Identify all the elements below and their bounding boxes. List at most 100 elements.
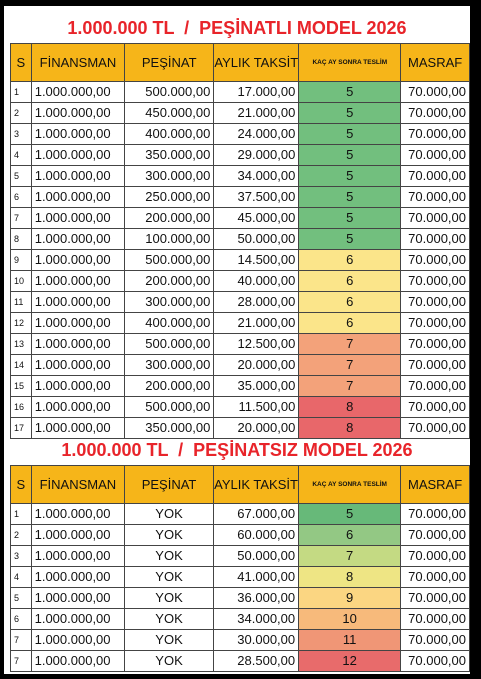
- aylik-taksit-cell: 36.000,00: [212, 587, 300, 609]
- row-number: 16: [10, 396, 32, 418]
- row-number: 4: [10, 566, 32, 588]
- finansman-cell: 1.000.000,00: [30, 650, 126, 672]
- aylik-taksit-cell: 24.000,00: [213, 123, 300, 145]
- aylik-taksit-cell: 50.000,00: [212, 545, 300, 567]
- row-number: 15: [10, 375, 32, 397]
- table-row: 14 1.000.000,00 300.000,00 20.000,00 7 70.000…: [10, 354, 470, 376]
- aylik-taksit-cell: 40.000,00: [213, 270, 300, 292]
- row-number: 11: [10, 291, 32, 313]
- finansman-cell: 1.000.000,00: [30, 186, 126, 208]
- masraf-cell: 70.000,00: [400, 417, 470, 439]
- masraf-cell: 70.000,00: [400, 270, 470, 292]
- kac-ay-cell: 5: [298, 228, 402, 250]
- finansman-cell: 1.000.000,00: [30, 144, 126, 166]
- row-number: 14: [10, 354, 32, 376]
- pesinat-cell: 300.000,00: [124, 291, 215, 313]
- row-number: 13: [10, 333, 32, 355]
- header-aylik-taksit: AYLIK TAKSİT: [212, 465, 300, 504]
- pesinat-cell: YOK: [124, 545, 214, 567]
- aylik-taksit-cell: 14.500,00: [213, 249, 300, 271]
- kac-ay-cell: 5: [298, 144, 402, 166]
- kac-ay-cell: 5: [298, 123, 402, 145]
- kac-ay-cell: 7: [298, 333, 402, 355]
- row-number: 7: [10, 629, 32, 651]
- row-number: 5: [10, 587, 32, 609]
- finansman-cell: 1.000.000,00: [30, 102, 126, 124]
- header-finansman: FİNANSMAN: [30, 465, 126, 504]
- masraf-cell: 70.000,00: [400, 123, 470, 145]
- section1-title: 1.000.000 TL / PEŞİNATLI MODEL 2026: [67, 18, 407, 38]
- kac-ay-cell: 6: [298, 524, 402, 546]
- row-number: 7: [10, 207, 32, 229]
- pesinat-cell: YOK: [124, 608, 214, 630]
- finansman-cell: 1.000.000,00: [30, 270, 126, 292]
- kac-ay-cell: 10: [298, 608, 402, 630]
- masraf-cell: 70.000,00: [400, 291, 470, 313]
- masraf-cell: 70.000,00: [400, 333, 470, 355]
- row-number: 1: [10, 81, 32, 103]
- aylik-taksit-cell: 35.000,00: [213, 375, 300, 397]
- table-row: 6 1.000.000,00 250.000,00 37.500,00 5 70.000,…: [10, 186, 470, 208]
- kac-ay-cell: 5: [298, 207, 402, 229]
- row-number: 4: [10, 144, 32, 166]
- pesinatsiz-table: S FİNANSMAN PEŞİNAT AYLIK TAKSİT KAÇ AY …: [10, 465, 470, 672]
- kac-ay-cell: 5: [298, 81, 402, 103]
- kac-ay-cell: 9: [298, 587, 402, 609]
- row-number: 7: [10, 650, 32, 672]
- masraf-cell: 70.000,00: [400, 545, 470, 567]
- table-row: 15 1.000.000,00 200.000,00 35.000,00 7 70.000…: [10, 375, 470, 397]
- pesinat-cell: YOK: [124, 503, 214, 525]
- header-s: S: [10, 465, 32, 504]
- pesinat-cell: YOK: [124, 650, 214, 672]
- finansman-cell: 1.000.000,00: [30, 396, 126, 418]
- finansman-cell: 1.000.000,00: [30, 587, 126, 609]
- pesinat-cell: 200.000,00: [124, 375, 215, 397]
- row-number: 6: [10, 608, 32, 630]
- masraf-cell: 70.000,00: [400, 354, 470, 376]
- pesinat-cell: YOK: [124, 524, 214, 546]
- masraf-cell: 70.000,00: [400, 375, 470, 397]
- pesinat-cell: 250.000,00: [124, 186, 215, 208]
- finansman-cell: 1.000.000,00: [30, 629, 126, 651]
- kac-ay-cell: 6: [298, 270, 402, 292]
- aylik-taksit-cell: 41.000,00: [212, 566, 300, 588]
- masraf-cell: 70.000,00: [400, 503, 470, 525]
- table-row: 16 1.000.000,00 500.000,00 11.500,00 8 70.000…: [10, 396, 470, 418]
- kac-ay-cell: 8: [298, 417, 402, 439]
- finansman-cell: 1.000.000,00: [30, 165, 126, 187]
- aylik-taksit-cell: 20.000,00: [213, 354, 300, 376]
- table-row: 3 1.000.000,00 YOK 50.000,00 7 70.000,00: [10, 545, 470, 567]
- aylik-taksit-cell: 60.000,00: [212, 524, 300, 546]
- aylik-taksit-cell: 29.000,00: [213, 144, 300, 166]
- pesinat-cell: 350.000,00: [124, 144, 215, 166]
- masraf-cell: 70.000,00: [400, 396, 470, 418]
- finansman-cell: 1.000.000,00: [30, 207, 126, 229]
- header-masraf: MASRAF: [400, 465, 470, 504]
- pesinat-cell: 450.000,00: [124, 102, 215, 124]
- row-number: 5: [10, 165, 32, 187]
- finansman-cell: 1.000.000,00: [30, 312, 126, 334]
- kac-ay-cell: 6: [298, 291, 402, 313]
- pesinat-cell: 500.000,00: [124, 81, 215, 103]
- kac-ay-cell: 11: [298, 629, 402, 651]
- pesinat-cell: YOK: [124, 566, 214, 588]
- table-row: 10 1.000.000,00 200.000,00 40.000,00 6 70.000…: [10, 270, 470, 292]
- row-number: 3: [10, 123, 32, 145]
- aylik-taksit-cell: 11.500,00: [213, 396, 300, 418]
- finansman-cell: 1.000.000,00: [30, 608, 126, 630]
- masraf-cell: 70.000,00: [400, 207, 470, 229]
- pesinat-cell: YOK: [124, 587, 214, 609]
- kac-ay-cell: 8: [298, 566, 402, 588]
- row-number: 6: [10, 186, 32, 208]
- kac-ay-cell: 5: [298, 186, 402, 208]
- aylik-taksit-cell: 30.000,00: [212, 629, 300, 651]
- table-row: 9 1.000.000,00 500.000,00 14.500,00 6 70.000,…: [10, 249, 470, 271]
- finansman-cell: 1.000.000,00: [30, 291, 126, 313]
- masraf-cell: 70.000,00: [400, 566, 470, 588]
- aylik-taksit-cell: 34.000,00: [212, 608, 300, 630]
- table-row: 7 1.000.000,00 YOK 30.000,00 11 70.000,00: [10, 629, 470, 651]
- aylik-taksit-cell: 34.000,00: [213, 165, 300, 187]
- table-row: 6 1.000.000,00 YOK 34.000,00 10 70.000,00: [10, 608, 470, 630]
- finansman-cell: 1.000.000,00: [30, 81, 126, 103]
- masraf-cell: 70.000,00: [400, 608, 470, 630]
